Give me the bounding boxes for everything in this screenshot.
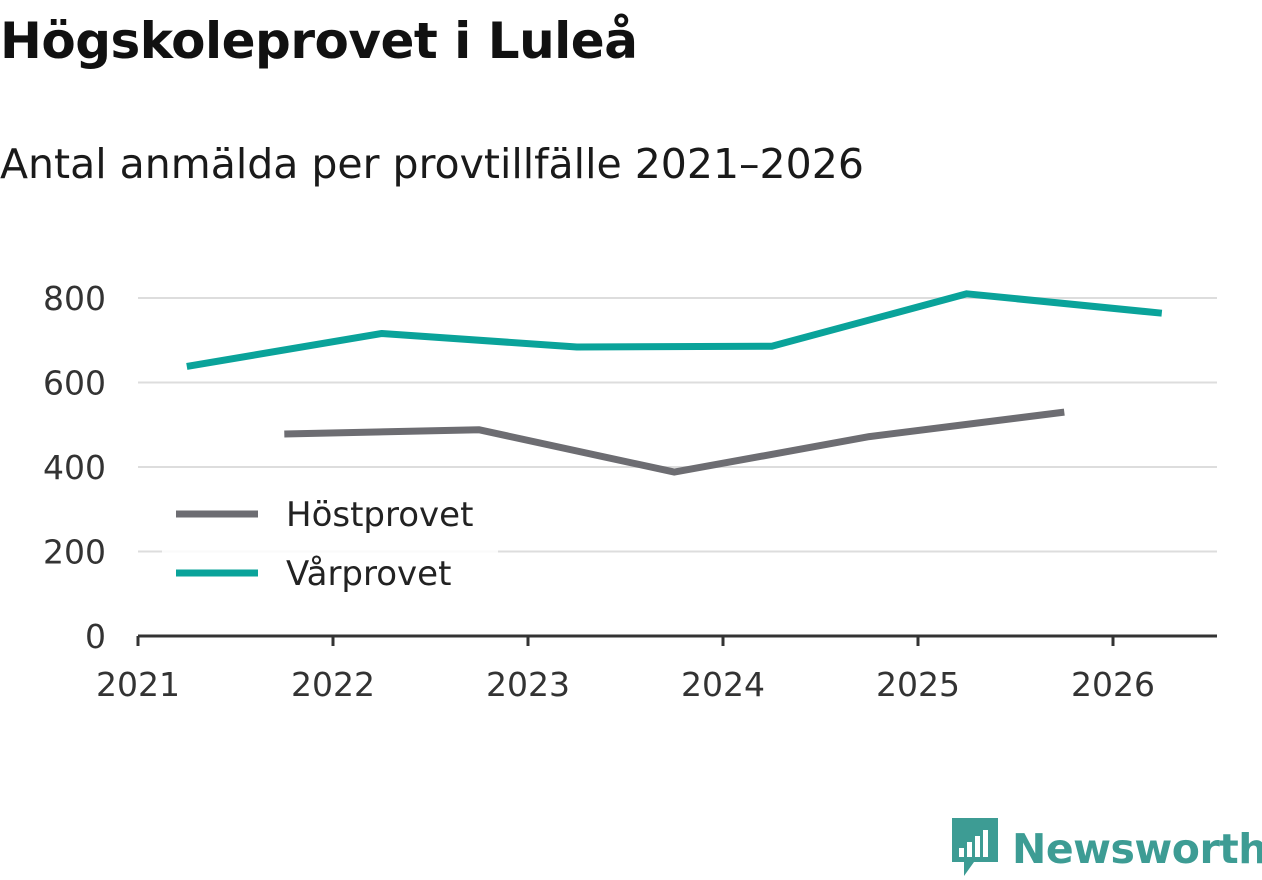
x-tick-label: 2024 — [681, 665, 765, 704]
series-lines — [186, 290, 1163, 476]
legend: Höstprovet Vårprovet — [162, 486, 498, 612]
y-axis-tick-labels: 0 200 400 600 800 — [43, 279, 106, 656]
newsworthy-brand: Newsworthy — [950, 818, 1262, 880]
x-tick-label: 2026 — [1071, 665, 1155, 704]
chart-subtitle: Antal anmälda per provtillfälle 2021–202… — [0, 140, 864, 188]
y-tick-label: 600 — [43, 364, 106, 403]
x-tick-label: 2023 — [486, 665, 570, 704]
legend-label: Vårprovet — [286, 554, 451, 594]
y-tick-label: 0 — [85, 617, 106, 656]
brand-name: Newsworthy — [1012, 825, 1262, 873]
y-tick-label: 400 — [43, 448, 106, 487]
chart-title: Högskoleprovet i Luleå — [0, 12, 638, 70]
x-tick-label: 2022 — [291, 665, 375, 704]
legend-label: Höstprovet — [286, 495, 473, 535]
y-tick-label: 200 — [43, 533, 106, 572]
x-axis — [136, 634, 1217, 646]
newsworthy-logo-icon — [952, 818, 998, 876]
series-line-vårprovet — [186, 290, 1163, 370]
series-line-höstprovet — [284, 408, 1065, 476]
x-tick-label: 2021 — [96, 665, 180, 704]
legend-background — [162, 486, 498, 612]
x-tick-label: 2025 — [876, 665, 960, 704]
x-axis-tick-labels: 2021 2022 2023 2024 2025 2026 — [96, 665, 1155, 704]
y-tick-label: 800 — [43, 279, 106, 318]
